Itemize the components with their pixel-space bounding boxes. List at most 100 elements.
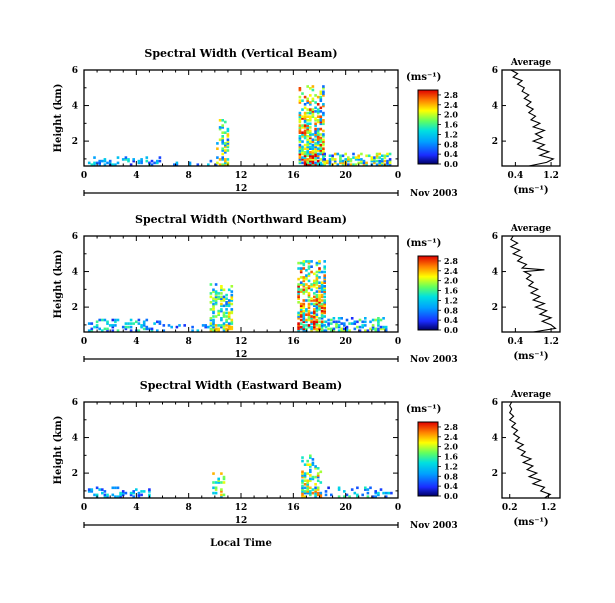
heatmap-cell — [337, 488, 341, 491]
heatmap-cell — [315, 290, 319, 293]
heatmap-cell — [353, 327, 357, 331]
heatmap-cell — [319, 143, 323, 147]
heatmap-cell — [299, 267, 303, 270]
heatmap-cell — [311, 151, 315, 154]
heatmap-cell — [298, 131, 302, 134]
heatmap-cell — [364, 317, 367, 320]
heatmap-cell — [309, 136, 312, 140]
heatmap-cell — [217, 311, 220, 315]
heatmap-cell — [343, 495, 346, 498]
colorbar-tick-label: 0.8 — [444, 471, 458, 481]
heatmap-cell — [132, 159, 135, 163]
heatmap-cell — [315, 327, 319, 331]
heatmap-cell — [135, 320, 138, 324]
heatmap-cell — [356, 486, 359, 490]
heatmap-cell — [103, 490, 107, 493]
heatmap-cell — [302, 277, 306, 281]
heatmap-cell — [148, 490, 151, 493]
heatmap-cell — [301, 479, 304, 482]
heatmap-cell — [196, 163, 200, 166]
heatmap-cell — [311, 99, 315, 102]
heatmap-cell — [226, 129, 230, 133]
heatmap-cell — [319, 470, 323, 474]
heatmap-cell — [156, 159, 159, 163]
heatmap-cell — [362, 161, 366, 165]
heatmap-cell — [349, 159, 353, 163]
colorbar-tick-label: 0.4 — [444, 315, 458, 325]
heatmap-cell — [330, 322, 333, 325]
heatmap-cell — [212, 288, 215, 292]
heatmap-cell — [301, 495, 304, 498]
heatmap-cell — [226, 142, 230, 145]
date-day-label: 12 — [235, 184, 248, 194]
heatmap-cell — [204, 325, 207, 329]
heatmap-cell — [323, 309, 326, 313]
heatmap-cell — [306, 122, 309, 126]
heatmap-cell — [318, 320, 321, 324]
heatmap-cell — [305, 299, 308, 302]
heatmap-cell — [377, 324, 380, 327]
heatmap-cell — [337, 317, 341, 320]
heatmap-cell — [303, 163, 307, 166]
heatmap-cell — [322, 90, 325, 94]
heatmap-cell — [306, 463, 309, 466]
heatmap-cell — [178, 324, 181, 327]
heatmap-cell — [371, 495, 375, 498]
heatmap-cell — [298, 113, 302, 117]
heatmap-cell — [306, 135, 309, 138]
heatmap-cell — [302, 302, 306, 306]
heatmap-cell — [323, 288, 326, 292]
heatmap-cell — [309, 87, 312, 90]
heatmap-cell — [142, 327, 146, 331]
heatmap-cell — [307, 261, 311, 265]
heatmap-cell — [383, 159, 387, 163]
heatmap-cell — [225, 308, 228, 311]
heatmap-cell — [309, 456, 312, 459]
heatmap-cell — [217, 295, 220, 299]
heatmap-cell — [311, 463, 315, 466]
heatmap-cell — [310, 320, 313, 324]
y-axis-label: Height (km) — [53, 84, 64, 153]
heatmap-cell — [220, 308, 223, 311]
heatmap-cell — [217, 329, 220, 332]
heatmap-cell — [297, 301, 300, 304]
heatmap-cell — [313, 302, 316, 306]
heatmap-cell — [305, 290, 308, 293]
heatmap-cell — [314, 129, 317, 133]
colorbar-tick-label: 0.4 — [444, 149, 458, 159]
average-x-label: (ms⁻¹) — [513, 517, 548, 528]
heatmap-cell — [220, 297, 223, 300]
heatmap-cell — [316, 475, 320, 479]
heatmap-cell — [311, 477, 315, 481]
heatmap-cell — [226, 149, 230, 152]
heatmap-cell — [324, 490, 328, 493]
heatmap-cell — [370, 156, 374, 159]
heatmap-cell — [303, 133, 307, 136]
heatmap-cell — [314, 127, 317, 131]
average-y-tick-label: 2 — [492, 469, 498, 479]
heatmap-cell — [303, 106, 307, 110]
heatmap-cell — [307, 324, 311, 327]
heatmap-cell — [323, 276, 326, 279]
heatmap-cell — [318, 290, 321, 293]
heatmap-cell — [319, 163, 323, 166]
heatmap-cell — [127, 322, 130, 325]
heatmap-cell — [314, 491, 317, 495]
heatmap-cell — [314, 119, 317, 122]
heatmap-cell — [318, 286, 321, 290]
heatmap-cell — [384, 495, 388, 498]
heatmap-cell — [307, 279, 311, 283]
heatmap-cell — [230, 295, 234, 299]
heatmap-cell — [108, 159, 112, 163]
average-y-tick-label: 4 — [492, 434, 498, 444]
heatmap-cell — [319, 138, 323, 142]
average-y-tick-label: 6 — [492, 66, 498, 76]
heatmap-cell — [297, 286, 300, 290]
heatmap-cell — [297, 293, 300, 297]
heatmap-cell — [335, 322, 338, 325]
heatmap-cell — [227, 288, 231, 292]
heatmap-cell — [348, 495, 351, 498]
colorbar-tick-label: 2.0 — [444, 110, 458, 120]
heatmap-cell — [212, 486, 215, 490]
heatmap-cell — [316, 143, 320, 147]
